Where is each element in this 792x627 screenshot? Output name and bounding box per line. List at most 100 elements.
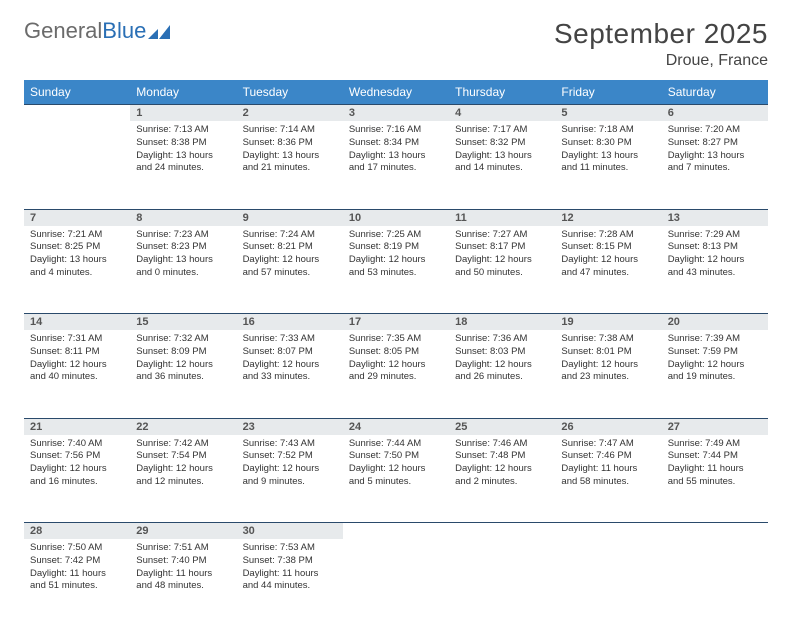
daylight-line: Daylight: 13 hours and 14 minutes. xyxy=(455,150,549,176)
sunset-line: Sunset: 8:30 PM xyxy=(561,137,655,150)
empty-cell xyxy=(662,523,768,540)
sunrise-line: Sunrise: 7:50 AM xyxy=(30,542,124,555)
daylight-line: Daylight: 12 hours and 12 minutes. xyxy=(136,463,230,489)
day-number: 17 xyxy=(343,314,449,331)
day-number: 16 xyxy=(237,314,343,331)
day-cell: Sunrise: 7:51 AMSunset: 7:40 PMDaylight:… xyxy=(130,539,236,627)
day-cell: Sunrise: 7:53 AMSunset: 7:38 PMDaylight:… xyxy=(237,539,343,627)
sunrise-line: Sunrise: 7:24 AM xyxy=(243,229,337,242)
sunset-line: Sunset: 8:11 PM xyxy=(30,346,124,359)
day-cell: Sunrise: 7:29 AMSunset: 8:13 PMDaylight:… xyxy=(662,226,768,314)
day-cell: Sunrise: 7:13 AMSunset: 8:38 PMDaylight:… xyxy=(130,121,236,209)
sunrise-line: Sunrise: 7:27 AM xyxy=(455,229,549,242)
day-cell: Sunrise: 7:17 AMSunset: 8:32 PMDaylight:… xyxy=(449,121,555,209)
sunrise-line: Sunrise: 7:46 AM xyxy=(455,438,549,451)
day-cell: Sunrise: 7:24 AMSunset: 8:21 PMDaylight:… xyxy=(237,226,343,314)
title-block: September 2025 Droue, France xyxy=(554,18,768,70)
day-cell: Sunrise: 7:47 AMSunset: 7:46 PMDaylight:… xyxy=(555,435,661,523)
sunrise-line: Sunrise: 7:35 AM xyxy=(349,333,443,346)
sunrise-line: Sunrise: 7:43 AM xyxy=(243,438,337,451)
sunset-line: Sunset: 8:05 PM xyxy=(349,346,443,359)
sunset-line: Sunset: 7:38 PM xyxy=(243,555,337,568)
sunrise-line: Sunrise: 7:38 AM xyxy=(561,333,655,346)
sunrise-line: Sunrise: 7:16 AM xyxy=(349,124,443,137)
logo: GeneralBlue xyxy=(24,18,170,44)
daylight-line: Daylight: 12 hours and 16 minutes. xyxy=(30,463,124,489)
day-cell: Sunrise: 7:35 AMSunset: 8:05 PMDaylight:… xyxy=(343,330,449,418)
day-cell: Sunrise: 7:32 AMSunset: 8:09 PMDaylight:… xyxy=(130,330,236,418)
sunrise-line: Sunrise: 7:13 AM xyxy=(136,124,230,137)
day-cell: Sunrise: 7:40 AMSunset: 7:56 PMDaylight:… xyxy=(24,435,130,523)
page-title: September 2025 xyxy=(554,18,768,50)
day-number: 21 xyxy=(24,418,130,435)
day-cell: Sunrise: 7:28 AMSunset: 8:15 PMDaylight:… xyxy=(555,226,661,314)
sunset-line: Sunset: 8:23 PM xyxy=(136,241,230,254)
day-number: 13 xyxy=(662,209,768,226)
logo-word2: Blue xyxy=(102,18,146,44)
empty-cell xyxy=(24,121,130,209)
sunset-line: Sunset: 8:07 PM xyxy=(243,346,337,359)
day-cell: Sunrise: 7:18 AMSunset: 8:30 PMDaylight:… xyxy=(555,121,661,209)
sunrise-line: Sunrise: 7:40 AM xyxy=(30,438,124,451)
day-number: 9 xyxy=(237,209,343,226)
sunrise-line: Sunrise: 7:39 AM xyxy=(668,333,762,346)
day-cell: Sunrise: 7:36 AMSunset: 8:03 PMDaylight:… xyxy=(449,330,555,418)
day-number: 24 xyxy=(343,418,449,435)
sunset-line: Sunset: 7:56 PM xyxy=(30,450,124,463)
daylight-line: Daylight: 13 hours and 17 minutes. xyxy=(349,150,443,176)
weekday-header: Friday xyxy=(555,80,661,105)
day-number: 19 xyxy=(555,314,661,331)
daylight-line: Daylight: 12 hours and 26 minutes. xyxy=(455,359,549,385)
day-number: 1 xyxy=(130,105,236,122)
weekday-header: Monday xyxy=(130,80,236,105)
day-number: 4 xyxy=(449,105,555,122)
empty-cell xyxy=(555,523,661,540)
header: GeneralBlue September 2025 Droue, France xyxy=(24,18,768,70)
day-number: 14 xyxy=(24,314,130,331)
day-number: 29 xyxy=(130,523,236,540)
sunset-line: Sunset: 8:19 PM xyxy=(349,241,443,254)
daylight-line: Daylight: 13 hours and 21 minutes. xyxy=(243,150,337,176)
day-number: 7 xyxy=(24,209,130,226)
calendar-table: SundayMondayTuesdayWednesdayThursdayFrid… xyxy=(24,80,768,627)
daylight-line: Daylight: 12 hours and 57 minutes. xyxy=(243,254,337,280)
day-cell: Sunrise: 7:31 AMSunset: 8:11 PMDaylight:… xyxy=(24,330,130,418)
daylight-line: Daylight: 12 hours and 40 minutes. xyxy=(30,359,124,385)
empty-cell xyxy=(343,539,449,627)
day-cell: Sunrise: 7:50 AMSunset: 7:42 PMDaylight:… xyxy=(24,539,130,627)
day-number: 2 xyxy=(237,105,343,122)
day-number: 3 xyxy=(343,105,449,122)
daylight-line: Daylight: 12 hours and 36 minutes. xyxy=(136,359,230,385)
day-number: 11 xyxy=(449,209,555,226)
daylight-line: Daylight: 13 hours and 0 minutes. xyxy=(136,254,230,280)
calendar-body: 123456Sunrise: 7:13 AMSunset: 8:38 PMDay… xyxy=(24,105,768,627)
sunset-line: Sunset: 8:36 PM xyxy=(243,137,337,150)
day-number: 22 xyxy=(130,418,236,435)
sunrise-line: Sunrise: 7:31 AM xyxy=(30,333,124,346)
empty-cell xyxy=(24,105,130,122)
sunrise-line: Sunrise: 7:18 AM xyxy=(561,124,655,137)
sunset-line: Sunset: 7:50 PM xyxy=(349,450,443,463)
daylight-line: Daylight: 12 hours and 53 minutes. xyxy=(349,254,443,280)
daylight-line: Daylight: 13 hours and 4 minutes. xyxy=(30,254,124,280)
day-number: 28 xyxy=(24,523,130,540)
sunset-line: Sunset: 7:48 PM xyxy=(455,450,549,463)
sunset-line: Sunset: 8:15 PM xyxy=(561,241,655,254)
day-number: 6 xyxy=(662,105,768,122)
sunset-line: Sunset: 8:34 PM xyxy=(349,137,443,150)
daylight-line: Daylight: 11 hours and 44 minutes. xyxy=(243,568,337,594)
sunset-line: Sunset: 8:03 PM xyxy=(455,346,549,359)
daylight-line: Daylight: 11 hours and 48 minutes. xyxy=(136,568,230,594)
day-cell: Sunrise: 7:43 AMSunset: 7:52 PMDaylight:… xyxy=(237,435,343,523)
day-number: 30 xyxy=(237,523,343,540)
daylight-line: Daylight: 12 hours and 23 minutes. xyxy=(561,359,655,385)
sunrise-line: Sunrise: 7:51 AM xyxy=(136,542,230,555)
empty-cell xyxy=(555,539,661,627)
day-number: 27 xyxy=(662,418,768,435)
day-cell: Sunrise: 7:27 AMSunset: 8:17 PMDaylight:… xyxy=(449,226,555,314)
sunrise-line: Sunrise: 7:32 AM xyxy=(136,333,230,346)
empty-cell xyxy=(449,539,555,627)
sunset-line: Sunset: 7:42 PM xyxy=(30,555,124,568)
daylight-line: Daylight: 12 hours and 29 minutes. xyxy=(349,359,443,385)
calendar-head: SundayMondayTuesdayWednesdayThursdayFrid… xyxy=(24,80,768,105)
